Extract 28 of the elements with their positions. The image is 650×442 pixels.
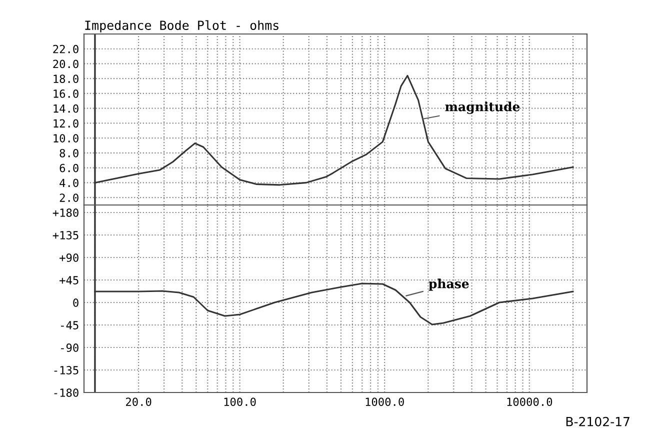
x-tick-label: 10000.0 <box>507 398 552 406</box>
annotation: magnitude <box>445 102 520 114</box>
y-tick-label: 0 <box>73 298 78 307</box>
y-tick-label: 10.0 <box>54 134 78 142</box>
y-tick-label: +45 <box>60 276 78 284</box>
y-tick-label: 22.0 <box>53 44 78 54</box>
y-tick-label: -135 <box>54 366 78 374</box>
x-tick-label: 20.0 <box>126 398 152 406</box>
y-tick-label: 2.0 <box>60 194 78 202</box>
y-tick-label: +90 <box>60 254 78 262</box>
x-tick-label: 100.0 <box>224 398 256 406</box>
y-tick-label: 14.0 <box>54 104 78 113</box>
y-tick-label: +135 <box>52 231 78 240</box>
y-tick-label: 8.0 <box>60 148 78 158</box>
text: B-2102-17 <box>566 416 630 426</box>
y-tick-label: 20.0 <box>53 60 78 68</box>
y-tick-label: 18.0 <box>54 74 78 84</box>
y-tick-label: -90 <box>61 344 78 352</box>
y-tick-label: 6.0 <box>60 164 78 172</box>
y-tick-label: 12.0 <box>54 119 78 128</box>
y-tick-label: -180 <box>54 388 78 397</box>
y-tick-label: 4.0 <box>60 178 78 188</box>
x-tick-label: 1000.0 <box>366 398 404 406</box>
y-tick-label: -45 <box>61 321 78 330</box>
annotation: phase <box>428 278 469 291</box>
chart-title: Impedance Bode Plot - ohms <box>85 20 278 32</box>
y-tick-label: 16.0 <box>54 89 78 98</box>
y-tick-label: +180 <box>52 208 78 217</box>
